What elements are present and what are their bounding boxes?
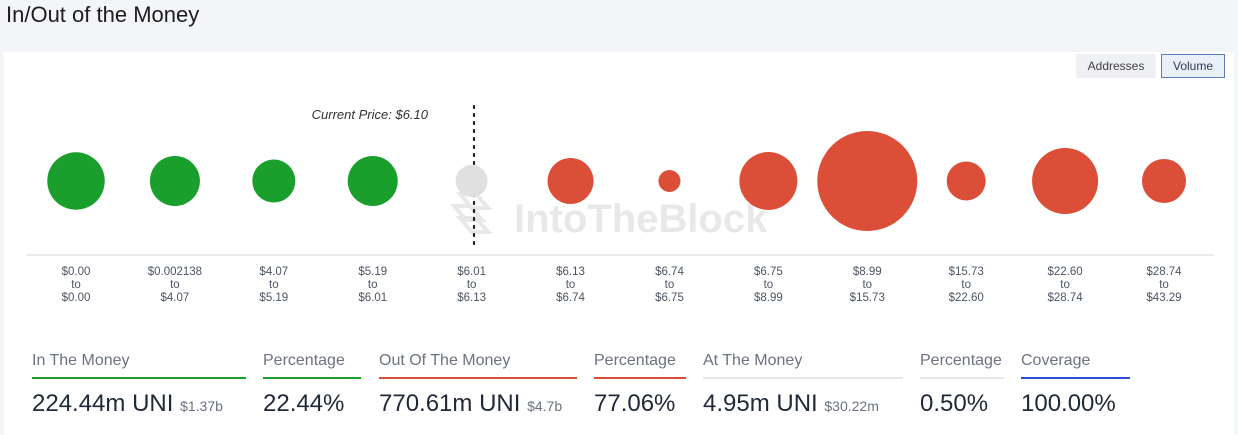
coverage-bar xyxy=(1021,377,1130,379)
in-the-money-stat: In The Money 224.44m UNI $1.37b xyxy=(32,352,246,418)
at-the-money-label: At The Money xyxy=(703,352,803,369)
in-percentage-label: Percentage xyxy=(263,352,345,369)
range-label-11-from: $22.60 xyxy=(1047,266,1082,278)
range-label-8-end: $8.99 xyxy=(754,292,783,304)
range-label-5-from: $6.01 xyxy=(457,266,486,278)
range-label-1-from: $0.00 xyxy=(62,266,91,278)
coverage-value: 100.00% xyxy=(1021,390,1116,417)
range-label-12-end: $43.29 xyxy=(1146,292,1181,304)
out-of-the-money-stat: Out Of The Money 770.61m UNI $4.7b xyxy=(379,352,577,418)
coverage-stat: Coverage 100.00% xyxy=(1021,352,1130,418)
range-label-5-end: $6.13 xyxy=(457,292,486,304)
bubble-7[interactable] xyxy=(658,170,681,192)
out-percentage-label: Percentage xyxy=(594,352,676,369)
range-label-2-end: $4.07 xyxy=(161,292,190,304)
out-of-the-money-usd: $4.7b xyxy=(527,398,563,414)
range-label-11-end: $28.74 xyxy=(1047,292,1083,304)
bubble-8[interactable] xyxy=(739,152,798,210)
range-label-10-to: to xyxy=(961,279,971,291)
in-the-money-percentage-stat: Percentage 22.44% xyxy=(263,352,361,418)
bubble-12[interactable] xyxy=(1142,159,1186,203)
coverage-label: Coverage xyxy=(1021,352,1091,369)
at-percentage-label: Percentage xyxy=(920,352,1002,369)
bubble-9[interactable] xyxy=(817,131,918,231)
out-percentage-value: 77.06% xyxy=(594,390,676,417)
watermark: IntoTheBlock xyxy=(449,192,768,241)
bubble-2[interactable] xyxy=(149,156,200,206)
at-percentage-bar xyxy=(920,377,1004,379)
range-label-12-from: $28.74 xyxy=(1146,266,1182,278)
addresses-toggle-button[interactable]: Addresses xyxy=(1076,54,1156,78)
in-the-money-bar xyxy=(32,377,246,379)
at-the-money-stat: At The Money 4.95m UNI $30.22m xyxy=(703,352,903,418)
range-label-7-from: $6.74 xyxy=(655,266,684,278)
range-label-3-end: $5.19 xyxy=(259,292,288,304)
at-the-money-percentage-stat: Percentage 0.50% xyxy=(920,352,1004,418)
out-of-the-money-label: Out Of The Money xyxy=(379,352,511,369)
range-label-9-from: $8.99 xyxy=(853,266,882,278)
range-label-8-from: $6.75 xyxy=(754,266,783,278)
range-label-10-from: $15.73 xyxy=(949,266,984,278)
bubble-10[interactable] xyxy=(946,161,986,201)
volume-toggle-button[interactable]: Volume xyxy=(1161,54,1225,78)
range-label-12-to: to xyxy=(1159,279,1169,291)
range-label-1-to: to xyxy=(71,279,81,291)
bubble-chart: IntoTheBlock Current Price: $6.10 $0.00t… xyxy=(26,104,1214,304)
chart-card xyxy=(4,52,1234,435)
range-label-2-to: to xyxy=(170,279,180,291)
range-label-9-to: to xyxy=(862,279,872,291)
bubble-3[interactable] xyxy=(252,159,296,203)
at-percentage-value: 0.50% xyxy=(920,390,989,417)
range-label-6-end: $6.74 xyxy=(556,292,585,304)
range-label-4-end: $6.01 xyxy=(358,292,387,304)
range-label-1-end: $0.00 xyxy=(62,292,91,304)
bubble-4[interactable] xyxy=(347,156,398,206)
range-label-2-from: $0.002138 xyxy=(148,266,202,278)
bubble-11[interactable] xyxy=(1032,148,1099,214)
range-label-7-end: $6.75 xyxy=(655,292,684,304)
range-label-6-from: $6.13 xyxy=(556,266,585,278)
range-label-4-from: $5.19 xyxy=(358,266,387,278)
in-percentage-value: 22.44% xyxy=(263,390,345,417)
out-of-the-money-percentage-stat: Percentage 77.06% xyxy=(594,352,686,418)
at-the-money-value: 4.95m UNI xyxy=(703,390,818,417)
range-label-3-from: $4.07 xyxy=(259,266,288,278)
range-label-10-end: $22.60 xyxy=(949,292,984,304)
range-label-7-to: to xyxy=(665,279,675,291)
range-label-5-to: to xyxy=(467,279,477,291)
current-price-label: Current Price: $6.10 xyxy=(312,107,429,122)
page-title: In/Out of the Money xyxy=(6,2,200,27)
in-percentage-bar xyxy=(263,377,361,379)
watermark-text: IntoTheBlock xyxy=(514,197,768,241)
range-label-11-to: to xyxy=(1060,279,1070,291)
in-the-money-usd: $1.37b xyxy=(180,398,223,414)
out-of-the-money-bar xyxy=(379,377,577,379)
at-the-money-bar xyxy=(703,377,903,379)
bubble-1[interactable] xyxy=(47,152,105,210)
range-label-6-to: to xyxy=(566,279,576,291)
bubble-6[interactable] xyxy=(547,158,594,204)
at-the-money-usd: $30.22m xyxy=(824,398,879,414)
out-percentage-bar xyxy=(594,377,686,379)
range-label-3-to: to xyxy=(269,279,279,291)
range-label-9-end: $15.73 xyxy=(850,292,885,304)
in-the-money-value: 224.44m UNI xyxy=(32,390,174,417)
range-label-4-to: to xyxy=(368,279,378,291)
bubble-5[interactable] xyxy=(455,165,488,197)
out-of-the-money-value: 770.61m UNI xyxy=(379,390,521,417)
range-label-8-to: to xyxy=(764,279,774,291)
in-the-money-label: In The Money xyxy=(32,352,130,369)
